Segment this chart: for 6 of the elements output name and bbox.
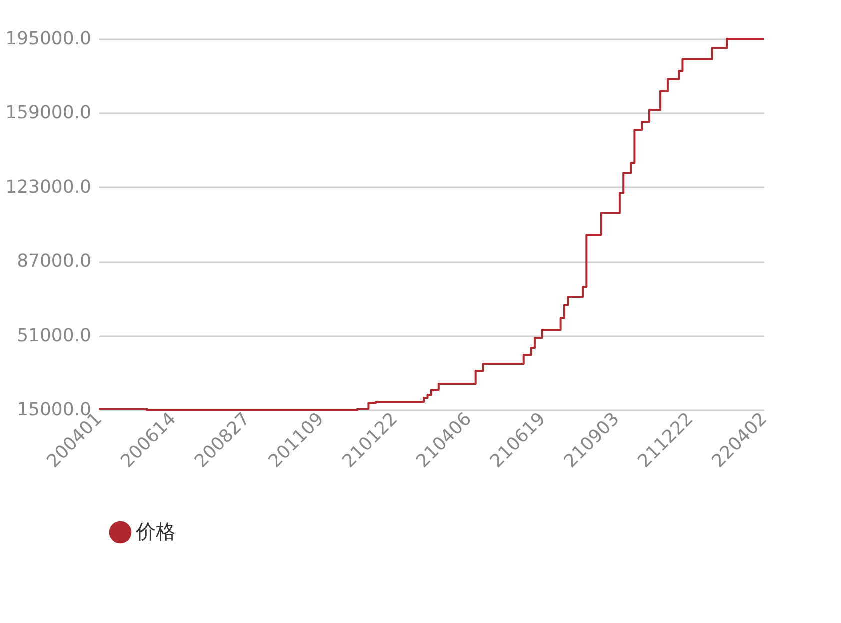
y-tick-label: 51000.0 xyxy=(17,325,92,346)
y-tick-label: 123000.0 xyxy=(6,176,92,198)
y-tick-label: 159000.0 xyxy=(6,102,92,124)
legend-label: 价格 xyxy=(135,520,176,544)
y-tick-label: 87000.0 xyxy=(17,251,92,272)
y-tick-label: 195000.0 xyxy=(6,28,92,50)
